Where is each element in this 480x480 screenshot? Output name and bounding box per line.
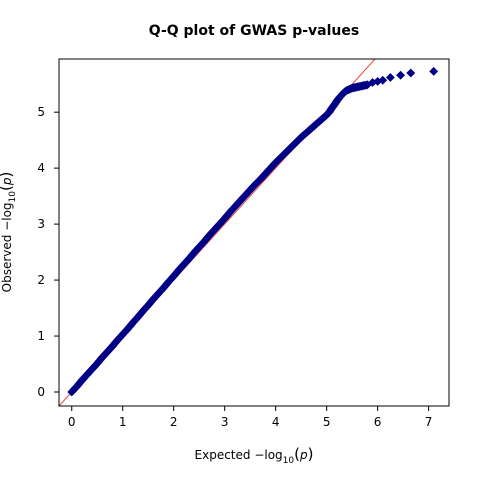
y-tick-label: 1 — [37, 329, 45, 343]
data-point — [385, 73, 395, 82]
y-tick-label: 0 — [37, 385, 45, 399]
x-axis-label: Expected −log10(p) — [195, 445, 314, 466]
data-point — [429, 66, 439, 76]
y-axis-label: Observed −log10(p) — [0, 172, 18, 293]
y-axis-label-prefix: Observed −log — [0, 202, 14, 292]
x-tick-label: 3 — [221, 415, 229, 429]
x-tick-label: 7 — [425, 415, 433, 429]
x-axis-label-prefix: Expected −log — [195, 448, 283, 462]
y-axis-label-variable: p — [0, 177, 14, 186]
data-point — [396, 70, 405, 80]
chart-title: Q-Q plot of GWAS p-values — [149, 23, 359, 39]
data-points-layer — [67, 66, 439, 397]
y-tick-label: 4 — [37, 161, 45, 175]
y-tick-label: 5 — [37, 105, 45, 119]
y-axis-label-open-paren: ( — [0, 185, 15, 191]
x-tick-label: 0 — [68, 415, 76, 429]
y-axis-label-close-paren: ) — [0, 172, 15, 178]
x-tick-label: 2 — [170, 415, 178, 429]
y-axis-label-subscript: 10 — [8, 191, 18, 203]
y-tick-label: 2 — [37, 273, 45, 287]
x-axis-ticks: 0 1 2 3 4 5 6 7 — [68, 406, 433, 429]
x-tick-label: 4 — [272, 415, 280, 429]
y-axis-ticks: 0 1 2 3 4 5 — [37, 105, 59, 399]
x-axis-label-close-paren: ) — [308, 445, 314, 463]
x-tick-label: 1 — [119, 415, 127, 429]
x-axis-label-subscript: 10 — [283, 456, 295, 466]
plot-frame — [58, 58, 450, 407]
x-axis-label-variable: p — [299, 448, 308, 462]
data-point — [378, 75, 388, 85]
x-tick-label: 6 — [374, 415, 382, 429]
x-axis-label-open-paren: ( — [294, 445, 300, 463]
y-tick-label: 3 — [37, 217, 45, 231]
x-tick-label: 5 — [323, 415, 331, 429]
data-point — [406, 68, 416, 78]
